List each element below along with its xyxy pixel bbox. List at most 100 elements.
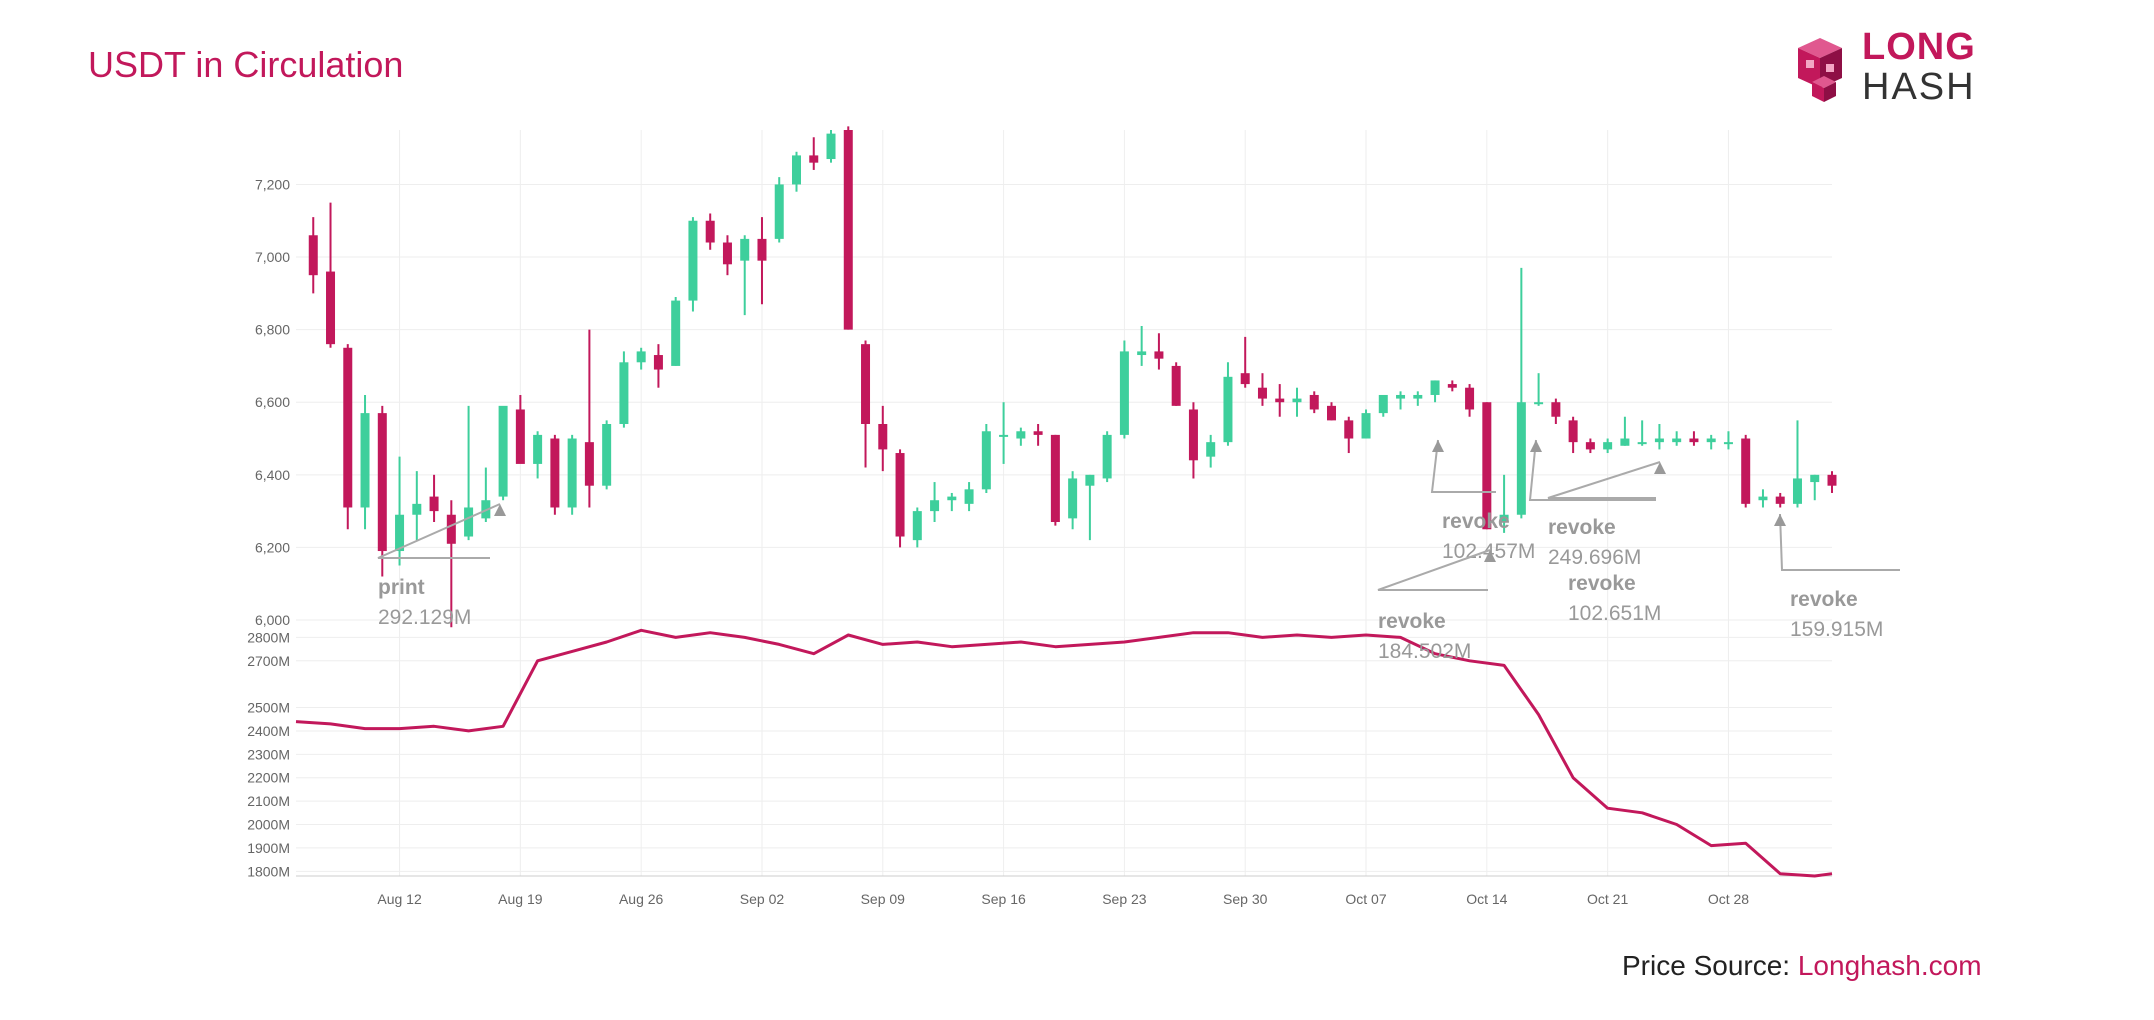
price-source-link[interactable]: Longhash.com (1797, 950, 1982, 981)
candle-body (446, 514, 456, 544)
x-tick-label: Oct 14 (1466, 891, 1507, 907)
candle-body (1050, 434, 1060, 522)
candle-body (1119, 351, 1129, 435)
candle-body (895, 453, 905, 537)
candle-body (705, 220, 715, 243)
candle-body (1154, 351, 1164, 359)
candle-body (412, 503, 422, 515)
candle-body (1568, 420, 1578, 443)
annotation-label: revoke (1568, 572, 1636, 595)
annotation-label: revoke (1790, 588, 1858, 611)
x-tick-label: Sep 23 (1102, 891, 1147, 907)
candle-body (774, 184, 784, 239)
price-tick-label: 6,800 (255, 322, 290, 338)
candle-body (1585, 442, 1595, 450)
price-source: Price Source: Longhash.com (1622, 950, 1982, 982)
x-tick-label: Oct 21 (1587, 891, 1628, 907)
x-tick-label: Aug 12 (377, 891, 422, 907)
candle-body (1137, 351, 1147, 356)
candle-body (861, 344, 871, 424)
candle-body (377, 413, 387, 552)
x-tick-label: Aug 19 (498, 891, 543, 907)
candle-body (1257, 387, 1267, 399)
axis-tick-labels: Aug 12 Aug 19 Aug 26 Sep 02 Sep 09 Sep 16 Sep … (247, 176, 1749, 907)
candle-body (636, 351, 646, 363)
annotation-value: 184.502M (1378, 640, 1471, 663)
annotation-value: 292.129M (378, 606, 471, 629)
annotation-arrow-icon (1654, 462, 1666, 474)
annotation-arrow-icon (1774, 514, 1786, 526)
annotation-connector (1430, 439, 1496, 493)
candle-body (1637, 442, 1647, 445)
candle-body (1188, 409, 1198, 461)
annotation-label: revoke (1378, 610, 1446, 633)
annotation-value: 102.651M (1568, 602, 1661, 625)
x-tick-label: Oct 07 (1345, 891, 1386, 907)
annotations: print292.129Mrevoke102.457Mrevoke184.502… (377, 439, 1900, 663)
candle-body (1723, 442, 1733, 445)
supply-tick-label: 2200M (247, 770, 290, 786)
supply-tick-label: 2400M (247, 723, 290, 739)
candle-body (1206, 442, 1216, 457)
x-tick-label: Sep 30 (1223, 891, 1268, 907)
logo-line1: LONG (1862, 26, 1976, 68)
candle-body (1516, 402, 1526, 515)
price-source-label: Price Source: (1622, 950, 1798, 981)
candle-body (809, 155, 819, 163)
candle-body (740, 238, 750, 261)
candle-body (1413, 394, 1423, 399)
x-tick-label: Sep 16 (981, 891, 1026, 907)
supply-tick-label: 2100M (247, 793, 290, 809)
candle-body (999, 434, 1009, 437)
cube-logo-icon (1798, 38, 1842, 102)
candle-body (1534, 402, 1544, 405)
candle-body (429, 496, 439, 512)
candle-body (722, 242, 732, 265)
candle-body (1396, 394, 1406, 399)
candle-body (1240, 373, 1250, 385)
price-tick-label: 6,000 (255, 612, 290, 628)
candle-body (1378, 394, 1388, 414)
candle-body (1344, 420, 1354, 439)
annotation-label: print (378, 576, 425, 599)
candle-body (395, 514, 405, 552)
price-tick-label: 6,400 (255, 467, 290, 483)
candle-body (791, 155, 801, 185)
candle-body (602, 424, 612, 486)
x-tick-label: Sep 09 (861, 891, 906, 907)
annotation-connector (1547, 461, 1661, 499)
candle-body (308, 235, 318, 276)
candle-body (619, 362, 629, 424)
candle-body (1275, 398, 1285, 403)
candle-body (360, 413, 370, 508)
candle-body (1499, 514, 1509, 522)
candle-body (343, 347, 353, 508)
x-tick-label: Oct 28 (1708, 891, 1749, 907)
candle-body (947, 496, 957, 501)
x-tick-label: Aug 26 (619, 891, 664, 907)
candle-body (1292, 398, 1302, 403)
candle-body (1102, 434, 1112, 479)
price-tick-label: 7,200 (255, 176, 290, 192)
x-tick-label: Sep 02 (740, 891, 785, 907)
candle-body (1482, 402, 1492, 530)
candle-body (912, 511, 922, 541)
price-tick-label: 6,200 (255, 539, 290, 555)
longhash-logo: LONG HASH (1790, 26, 2000, 116)
candle-body (1672, 438, 1682, 443)
candle-body (1758, 496, 1768, 501)
annotation-label: revoke (1548, 516, 1616, 539)
candle-body (1171, 365, 1181, 406)
supply-line (295, 628, 1833, 878)
candlestick-series (308, 126, 1837, 628)
candle-body (1033, 431, 1043, 435)
candle-body (515, 409, 525, 464)
candle-body (1447, 384, 1457, 388)
candle-body (671, 300, 681, 366)
grid-lines (296, 130, 1832, 877)
annotation-connector (1528, 439, 1656, 501)
candle-body (567, 438, 577, 508)
supply-tick-label: 2800M (247, 629, 290, 645)
candle-body (1430, 380, 1440, 395)
